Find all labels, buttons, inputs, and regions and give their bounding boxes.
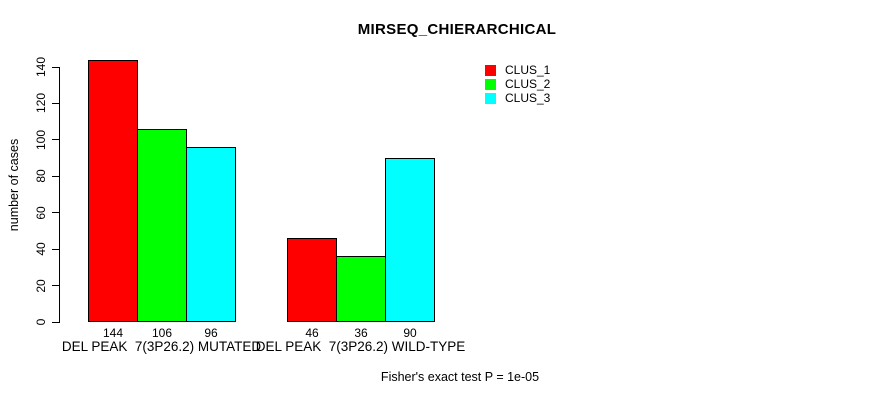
legend-label: CLUS_3 — [505, 91, 551, 105]
y-tick-mark — [52, 139, 59, 141]
legend-item: CLUS_3 — [485, 91, 550, 105]
bar-value-label: 46 — [305, 326, 319, 340]
legend: CLUS_1 CLUS_2 CLUS_3 — [485, 63, 550, 105]
y-tick-label: 40 — [34, 242, 48, 256]
bar-clus_1 — [88, 59, 138, 322]
legend-color-swatch — [485, 78, 496, 90]
bar-value-label: 106 — [151, 326, 173, 340]
bar-value-label: 90 — [403, 326, 417, 340]
bar-value-label: 36 — [354, 326, 368, 340]
bar-clus_3 — [385, 158, 435, 322]
y-tick-mark — [52, 102, 59, 104]
y-tick-label: 0 — [34, 318, 48, 326]
y-tick-label: 100 — [34, 129, 48, 150]
bar-clus_2 — [336, 256, 386, 322]
y-tick-mark — [52, 321, 59, 323]
y-axis-label: number of cases — [7, 138, 21, 232]
fisher-test-note: Fisher's exact test P = 1e-05 — [380, 370, 540, 384]
legend-label: CLUS_1 — [505, 63, 551, 77]
y-tick-label: 80 — [34, 169, 48, 183]
category-label: DEL PEAK 7(3P26.2) WILD-TYPE — [255, 339, 466, 354]
legend-item: CLUS_1 — [485, 63, 550, 77]
y-tick-mark — [52, 212, 59, 214]
y-tick-label: 140 — [34, 56, 48, 78]
bar-clus_2 — [137, 128, 187, 322]
y-tick-mark — [52, 248, 59, 250]
y-tick-mark — [52, 285, 59, 287]
y-tick-label: 120 — [34, 93, 48, 114]
bar-value-label: 96 — [204, 326, 218, 340]
legend-label: CLUS_2 — [505, 77, 551, 91]
bar-value-label: 144 — [102, 326, 124, 340]
chart-title: MIRSEQ_CHIERARCHICAL — [357, 21, 557, 38]
y-tick-label: 20 — [34, 278, 48, 293]
legend-item: CLUS_2 — [485, 77, 550, 91]
y-tick-label: 60 — [34, 206, 48, 220]
category-label: DEL PEAK 7(3P26.2) MUTATED — [61, 339, 262, 354]
y-axis-line — [59, 67, 60, 323]
bar-clus_3 — [186, 147, 236, 322]
y-tick-mark — [52, 175, 59, 177]
y-tick-mark — [52, 66, 59, 68]
legend-color-swatch — [485, 92, 496, 104]
bar-clus_1 — [287, 238, 337, 322]
legend-color-swatch — [485, 64, 496, 76]
